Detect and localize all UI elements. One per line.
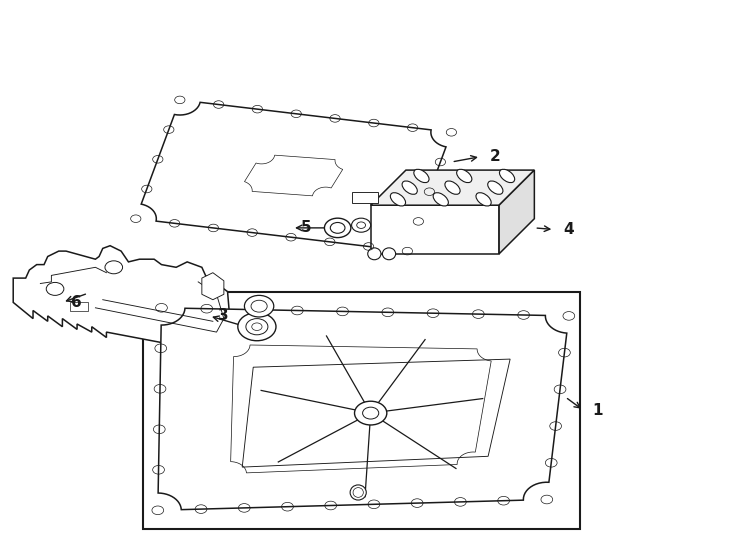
Polygon shape: [141, 102, 446, 249]
Circle shape: [238, 313, 276, 341]
Ellipse shape: [390, 193, 406, 206]
Circle shape: [330, 222, 345, 233]
Polygon shape: [371, 205, 499, 254]
Text: 3: 3: [218, 308, 228, 323]
Ellipse shape: [353, 488, 363, 497]
Circle shape: [355, 401, 387, 425]
Text: 6: 6: [71, 295, 82, 310]
Circle shape: [244, 295, 274, 317]
Circle shape: [363, 407, 379, 419]
Polygon shape: [352, 192, 378, 202]
Ellipse shape: [382, 248, 396, 260]
Polygon shape: [371, 170, 534, 205]
Circle shape: [46, 282, 64, 295]
Ellipse shape: [476, 193, 491, 206]
Ellipse shape: [445, 181, 460, 194]
Ellipse shape: [368, 248, 381, 260]
Circle shape: [352, 218, 371, 232]
Circle shape: [357, 222, 366, 228]
Text: 4: 4: [563, 222, 573, 237]
Polygon shape: [202, 273, 224, 300]
Text: 1: 1: [592, 403, 603, 418]
Ellipse shape: [433, 193, 448, 206]
Circle shape: [251, 300, 267, 312]
Polygon shape: [158, 308, 567, 510]
Polygon shape: [13, 246, 231, 354]
Ellipse shape: [350, 485, 366, 500]
Circle shape: [324, 218, 351, 238]
Bar: [143, 292, 580, 529]
Circle shape: [105, 261, 123, 274]
Ellipse shape: [487, 181, 503, 194]
Circle shape: [246, 319, 268, 335]
Ellipse shape: [414, 169, 429, 183]
Bar: [70, 302, 88, 310]
Text: 2: 2: [490, 149, 501, 164]
Ellipse shape: [457, 169, 472, 183]
Polygon shape: [499, 170, 534, 254]
Ellipse shape: [499, 169, 515, 183]
Text: 5: 5: [301, 220, 311, 235]
Ellipse shape: [402, 181, 418, 194]
Circle shape: [252, 323, 262, 330]
